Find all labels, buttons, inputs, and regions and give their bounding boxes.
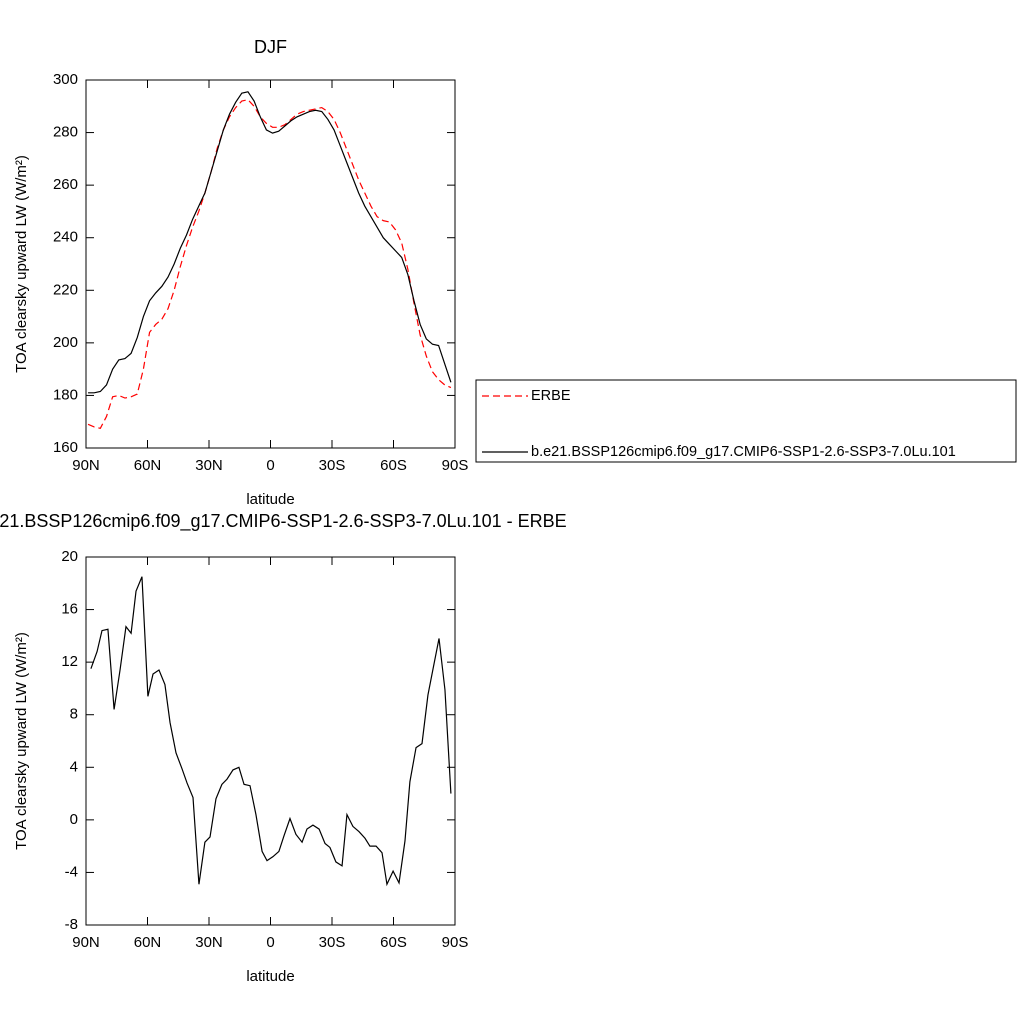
x-tick-label: 30N: [195, 934, 223, 951]
y-tick-label: 4: [70, 758, 78, 775]
x-tick-label: 0: [266, 457, 274, 474]
x-tick-label: 90N: [72, 934, 100, 951]
line-series: [90, 576, 452, 887]
x-tick-label: 90N: [72, 457, 100, 474]
x-tick-label: 30S: [319, 934, 346, 951]
x-tick-label: 60N: [134, 457, 162, 474]
y-tick-label: 200: [53, 334, 78, 351]
y-tick-label: 220: [53, 281, 78, 298]
y-tick-label: 160: [53, 439, 78, 456]
x-tick-label: 90S: [442, 934, 469, 951]
line-series: [87, 99, 452, 429]
y-tick-label: 180: [53, 386, 78, 403]
y-tick-label: 300: [53, 71, 78, 88]
y-tick-label: 12: [61, 653, 78, 670]
x-tick-label: 30N: [195, 457, 223, 474]
y-tick-label: 20: [61, 548, 78, 565]
x-axis-label: latitude: [246, 968, 294, 985]
x-tick-label: 60S: [380, 457, 407, 474]
x-tick-label: 30S: [319, 457, 346, 474]
legend-box: [475, 379, 1017, 463]
plot-frame: [85, 556, 456, 926]
line-series: [88, 91, 452, 394]
legend-label: b.e21.BSSP126cmip6.f09_g17.CMIP6-SSP1-2.…: [531, 444, 956, 460]
x-tick-label: 60N: [134, 934, 162, 951]
y-tick-label: 260: [53, 176, 78, 193]
y-tick-label: 8: [70, 706, 78, 723]
y-tick-label: 240: [53, 229, 78, 246]
plot-frame: [85, 79, 456, 449]
chart-title: b.e21.BSSP126cmip6.f09_g17.CMIP6-SSP1-2.…: [0, 511, 567, 532]
x-axis-label: latitude: [246, 491, 294, 508]
y-tick-label: 16: [61, 601, 78, 618]
y-axis-label: TOA clearsky upward LW (W/m²): [13, 155, 30, 373]
y-tick-label: 280: [53, 124, 78, 141]
x-tick-label: 0: [266, 934, 274, 951]
x-tick-label: 90S: [442, 457, 469, 474]
legend-label: ERBE: [531, 388, 571, 404]
x-tick-label: 60S: [380, 934, 407, 951]
y-tick-label: 0: [70, 811, 78, 828]
y-tick-label: -4: [65, 863, 78, 880]
y-axis-label: TOA clearsky upward LW (W/m²): [13, 632, 30, 850]
chart-title: DJF: [254, 37, 287, 57]
y-tick-label: -8: [65, 916, 78, 933]
